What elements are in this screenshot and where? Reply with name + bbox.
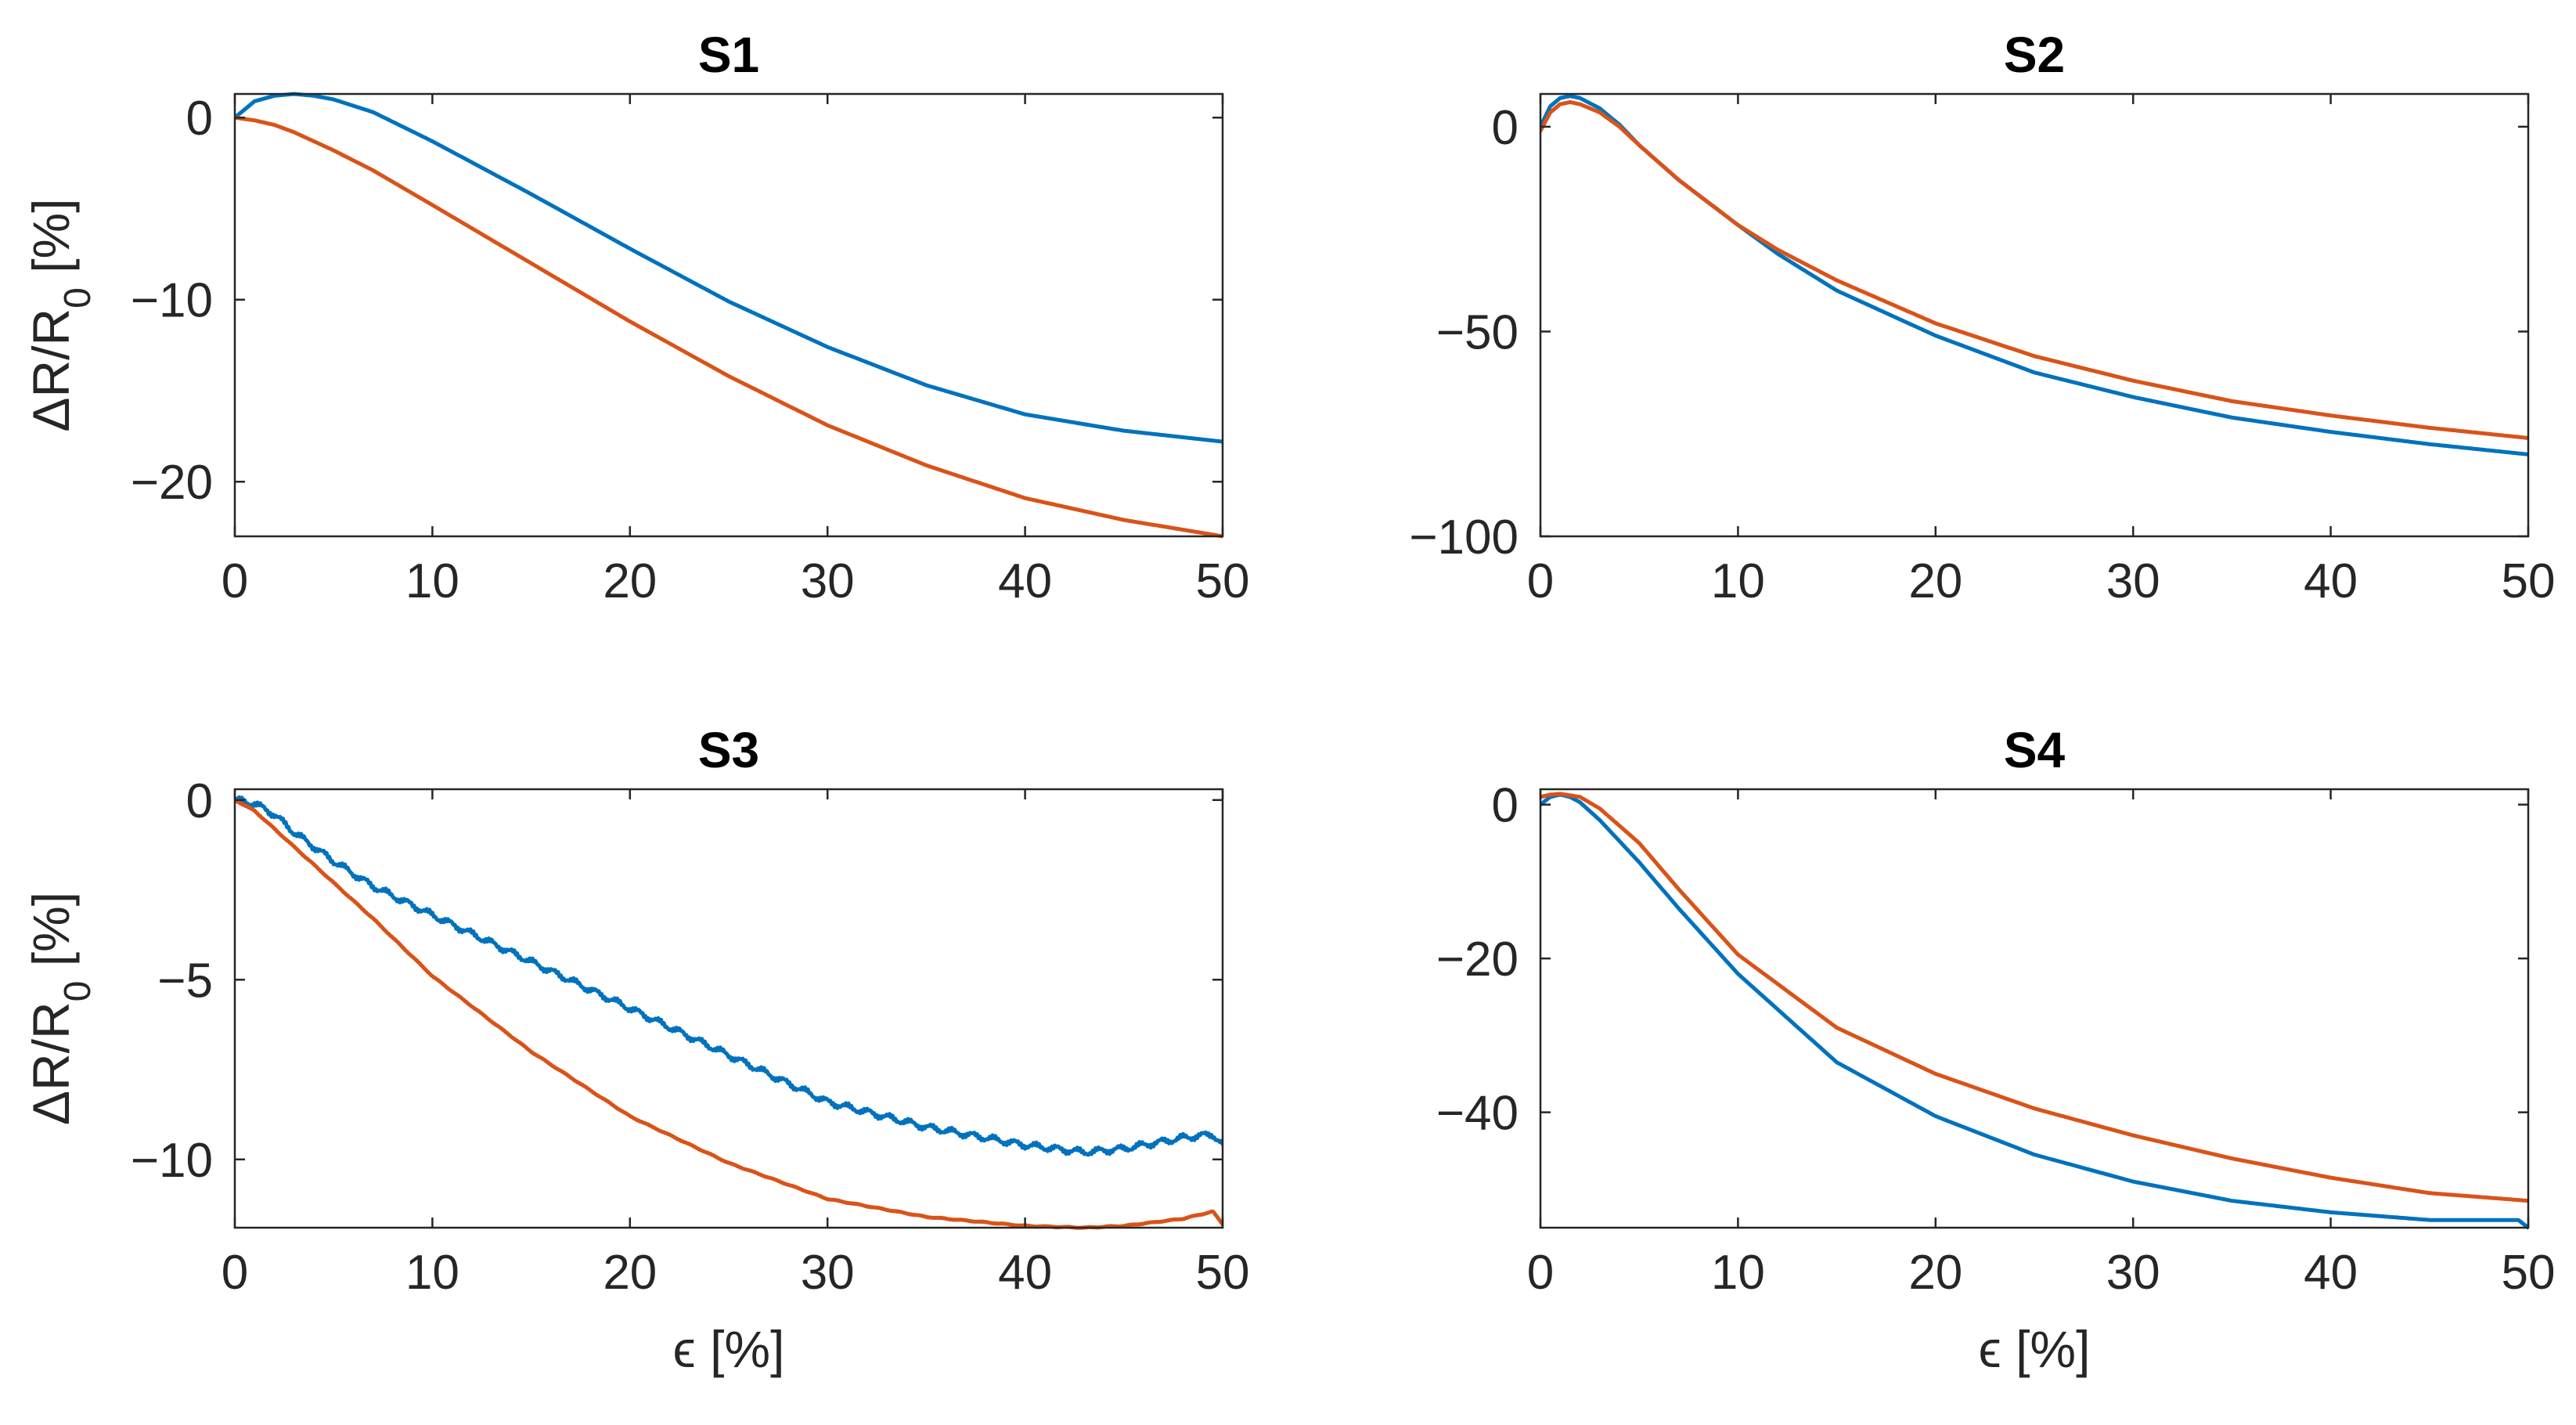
x-axis-label: ϵ [%] xyxy=(1979,1320,2091,1378)
panel-s4: 0 10 20 30 40 50 0 −20 −40 S4 ϵ [%] xyxy=(1436,722,2556,1378)
y-tick-label: −20 xyxy=(131,456,213,510)
y-tick-label: −50 xyxy=(1436,305,1519,359)
x-tick-label: 10 xyxy=(1711,1246,1765,1300)
y-tick-label: 0 xyxy=(1492,779,1519,833)
panel-s3: 0 10 20 30 40 50 0 −5 −10 S3 ϵ [%] ΔR/R0 [%] xyxy=(22,722,1249,1378)
y-axis-label: ΔR/R0 [%] xyxy=(22,892,99,1125)
series-line-orange xyxy=(1540,792,2528,1203)
axes-box xyxy=(233,788,1224,1229)
x-tick-label: 40 xyxy=(2304,554,2358,608)
x-tick-label: 0 xyxy=(1527,1246,1554,1300)
series-line-blue xyxy=(1540,792,2528,1230)
x-tick-label: 50 xyxy=(1196,1246,1250,1300)
y-axis-label: ΔR/R0 [%] xyxy=(22,198,99,431)
y-tick-label: 0 xyxy=(186,774,213,828)
x-tick-label: 40 xyxy=(2304,1246,2358,1300)
panel-s2: 0 10 20 30 40 50 0 −50 −100 S2 xyxy=(1409,27,2555,608)
x-tick-label: 20 xyxy=(603,1246,657,1300)
panel-s1: 0 10 20 30 40 50 0 −10 −20 S1 ΔR/R0 [%] xyxy=(22,27,1249,608)
series-line-orange xyxy=(235,115,1223,539)
axes-box xyxy=(233,92,1224,538)
x-tick-label: 20 xyxy=(1908,554,1962,608)
x-axis-label: ϵ [%] xyxy=(673,1320,785,1378)
series-line-orange xyxy=(235,798,1223,1230)
panel-title: S1 xyxy=(698,27,759,83)
x-tick-label: 10 xyxy=(405,1246,459,1300)
y-tick-label: −100 xyxy=(1409,510,1519,565)
y-tick-label: −20 xyxy=(1436,933,1519,987)
y-tick-label: −40 xyxy=(1436,1087,1519,1141)
y-tick-label: −5 xyxy=(157,954,213,1008)
x-tick-label: 50 xyxy=(2502,1246,2556,1300)
y-tick-label: −10 xyxy=(131,274,213,328)
x-tick-label: 0 xyxy=(222,554,248,608)
x-tick-label: 40 xyxy=(998,554,1052,608)
x-tick-label: 20 xyxy=(1908,1246,1962,1300)
x-tick-label: 30 xyxy=(2106,1246,2160,1300)
x-tick-label: 10 xyxy=(405,554,459,608)
x-tick-label: 10 xyxy=(1711,554,1765,608)
panel-title: S2 xyxy=(2004,27,2065,83)
x-tick-label: 0 xyxy=(222,1246,248,1300)
series-line-blue xyxy=(1540,94,2528,456)
y-tick-label: 0 xyxy=(1492,101,1519,155)
x-tick-label: 40 xyxy=(998,1246,1052,1300)
x-tick-label: 50 xyxy=(1196,554,1250,608)
panel-title: S4 xyxy=(2004,722,2066,778)
series-line-orange xyxy=(1540,100,2528,440)
axes-box xyxy=(1539,92,2530,538)
axes-box xyxy=(1539,788,2530,1229)
panel-title: S3 xyxy=(698,722,759,778)
y-tick-label: −10 xyxy=(131,1134,213,1188)
series-line-blue xyxy=(235,92,1223,444)
y-tick-label: 0 xyxy=(186,92,213,146)
series-line-blue xyxy=(235,795,1223,1157)
x-tick-label: 30 xyxy=(801,554,855,608)
x-tick-label: 30 xyxy=(801,1246,855,1300)
x-tick-label: 20 xyxy=(603,554,657,608)
x-tick-label: 50 xyxy=(2502,554,2556,608)
x-tick-label: 0 xyxy=(1527,554,1554,608)
x-tick-label: 30 xyxy=(2106,554,2160,608)
